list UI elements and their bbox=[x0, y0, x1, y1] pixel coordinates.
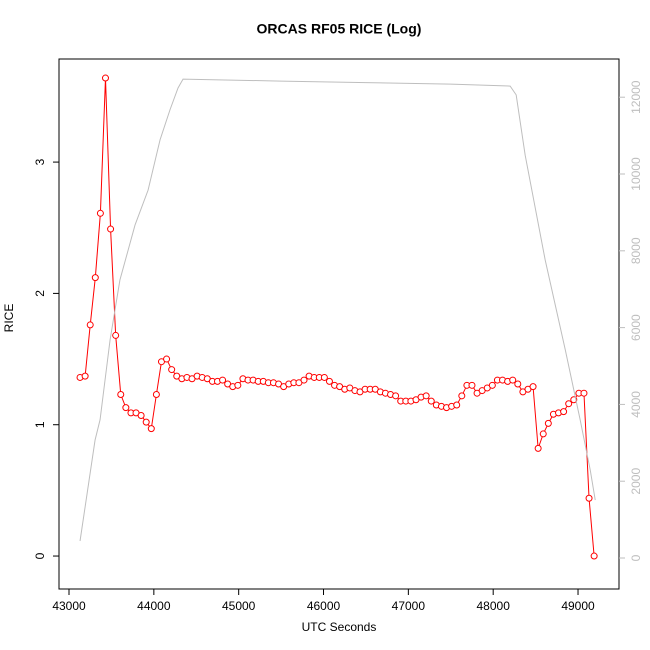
data-point bbox=[122, 404, 130, 412]
data-point bbox=[163, 355, 171, 363]
data-point bbox=[468, 381, 476, 389]
data-point bbox=[565, 400, 573, 408]
y2-tick-label: 0 bbox=[629, 554, 643, 561]
data-point bbox=[234, 381, 242, 389]
data-point bbox=[453, 401, 461, 409]
y-tick-label: 0 bbox=[33, 552, 47, 559]
y2-tick-label: 4000 bbox=[629, 391, 643, 418]
data-point bbox=[117, 391, 125, 399]
data-point bbox=[86, 321, 94, 329]
data-point bbox=[560, 408, 568, 416]
x-tick-label: 48000 bbox=[477, 599, 511, 613]
data-point bbox=[458, 392, 466, 400]
y2-tick-label: 6000 bbox=[629, 314, 643, 341]
y-tick-label: 2 bbox=[33, 290, 47, 297]
data-point bbox=[422, 392, 430, 400]
data-point bbox=[534, 444, 542, 452]
x-axis-label: UTC Seconds bbox=[302, 620, 377, 634]
data-point bbox=[514, 380, 522, 388]
data-point bbox=[107, 225, 115, 233]
y2-tick-label: 10000 bbox=[629, 157, 643, 191]
y2-tick-label: 8000 bbox=[629, 237, 643, 264]
chart-title: ORCAS RF05 RICE (Log) bbox=[257, 21, 422, 37]
data-point bbox=[539, 430, 547, 438]
y-tick-label: 3 bbox=[33, 158, 47, 165]
data-point bbox=[137, 412, 145, 420]
data-point bbox=[590, 552, 598, 560]
plot-frame bbox=[58, 58, 620, 590]
data-point bbox=[152, 391, 160, 399]
data-point bbox=[320, 373, 328, 381]
y2-tick-label: 2000 bbox=[629, 468, 643, 495]
x-tick-label: 49000 bbox=[561, 599, 595, 613]
data-point bbox=[91, 274, 99, 282]
data-point bbox=[580, 389, 588, 397]
x-tick-label: 44000 bbox=[137, 599, 171, 613]
data-point bbox=[112, 331, 120, 339]
data-point bbox=[96, 209, 104, 217]
data-point bbox=[81, 372, 89, 380]
series-line bbox=[79, 78, 596, 542]
data-point bbox=[544, 419, 552, 427]
x-tick-label: 46000 bbox=[307, 599, 341, 613]
x-tick-label: 47000 bbox=[392, 599, 426, 613]
x-tick-label: 43000 bbox=[52, 599, 86, 613]
data-point bbox=[168, 366, 176, 374]
x-tick-label: 45000 bbox=[222, 599, 256, 613]
data-point bbox=[101, 74, 109, 82]
data-point bbox=[300, 376, 308, 384]
data-point bbox=[325, 377, 333, 385]
data-point bbox=[147, 425, 155, 433]
data-point bbox=[427, 397, 435, 405]
data-point bbox=[509, 376, 517, 384]
y-tick-label: 1 bbox=[33, 421, 47, 428]
data-point bbox=[488, 381, 496, 389]
data-point bbox=[142, 418, 150, 426]
data-point bbox=[219, 376, 227, 384]
data-point bbox=[585, 494, 593, 502]
y2-tick-label: 12000 bbox=[629, 80, 643, 114]
data-point bbox=[529, 383, 537, 391]
data-point bbox=[392, 392, 400, 400]
y-axis-label: RICE bbox=[2, 304, 16, 333]
